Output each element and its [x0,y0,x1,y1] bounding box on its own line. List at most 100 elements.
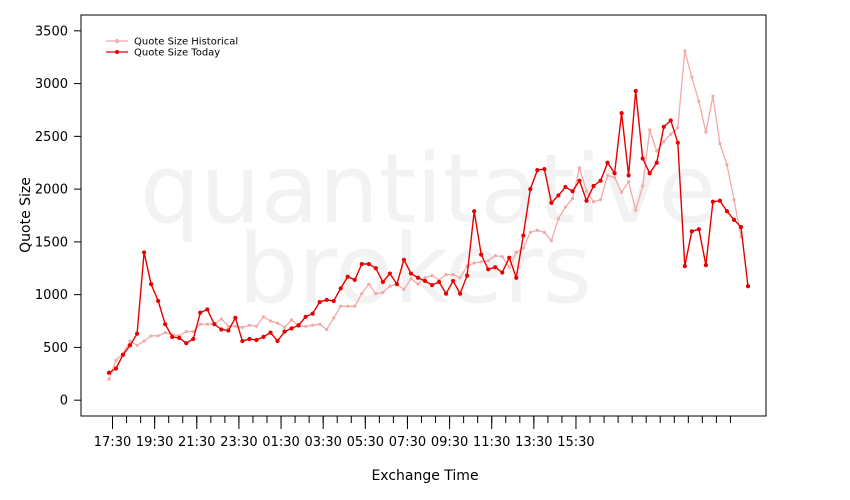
data-point [542,166,547,172]
data-point [697,99,701,104]
data-point [359,261,364,267]
data-point [556,193,561,198]
x-tick-label: 05:30 [347,435,384,450]
data-point [500,255,504,259]
data-point [619,111,624,116]
data-point [415,275,421,280]
data-point [303,314,308,319]
data-point [339,304,343,308]
data-point [591,200,596,204]
data-point [275,321,280,325]
data-point [458,291,463,296]
data-point [689,229,694,234]
data-point [346,304,350,308]
data-point [626,173,631,178]
data-point [725,163,729,167]
data-point [317,299,322,305]
data-point [598,198,603,202]
data-point [465,273,470,278]
data-point [338,286,343,291]
data-point [556,217,561,221]
data-point [282,329,287,334]
data-point [535,228,539,232]
x-tick-label: 07:30 [389,435,426,450]
data-point [296,323,301,328]
data-point [458,276,462,280]
data-point [318,322,322,326]
data-point [310,311,315,316]
data-point [345,274,350,279]
x-tick-label: 09:30 [431,435,468,450]
data-point [718,142,722,146]
data-point [507,265,511,269]
data-point [577,166,582,170]
x-tick-label: 23:30 [220,435,257,450]
data-point [669,132,673,136]
data-point [738,225,744,230]
data-point [128,339,132,343]
data-point [703,262,708,268]
data-point [233,315,238,320]
data-point [268,330,273,335]
data-point [479,260,483,264]
data-point [268,319,273,323]
x-tick-label: 19:30 [136,435,173,450]
data-point [682,264,687,269]
data-point [240,325,245,329]
data-point [212,322,217,327]
data-point [514,275,519,280]
data-point [261,334,266,339]
series-today [106,88,751,375]
data-point [127,343,133,348]
data-point [577,178,582,183]
data-point [367,282,371,286]
x-tick-label: 11:30 [473,435,510,450]
data-point [542,230,546,234]
data-point [641,184,645,188]
data-point [226,324,230,328]
y-tick-label: 3500 [35,24,68,39]
x-tick-label: 17:30 [94,435,131,450]
data-point [486,267,491,272]
data-point [219,327,224,332]
data-point [134,331,140,336]
data-point [332,316,336,320]
data-point [374,291,378,296]
data-point [107,377,111,381]
data-point [422,278,428,284]
y-tick-label: 1000 [35,288,68,303]
legend-swatch-point [115,50,119,54]
y-tick-label: 500 [43,341,68,356]
data-point [289,326,294,331]
data-point [311,323,315,327]
x-tick-label: 15:30 [557,435,594,450]
x-tick-label: 21:30 [178,435,215,450]
data-point [247,336,252,342]
x-tick-label: 03:30 [304,435,341,450]
data-point [535,168,540,173]
data-point [640,156,645,161]
data-point [521,246,525,250]
data-point [479,252,484,257]
data-point [472,209,477,214]
data-point [387,271,392,276]
data-point [423,276,427,280]
data-point [717,198,723,203]
data-point [177,335,182,341]
legend-swatch-point [115,39,119,43]
data-point [205,307,210,312]
y-tick-label: 3000 [35,77,68,92]
y-axis: 0 500 1000 1500 2000 2500 3000 3500 [35,24,81,409]
data-point [388,284,392,288]
data-point [113,366,119,371]
data-point [528,230,532,234]
data-point [366,261,371,267]
data-point [662,140,666,144]
data-point [240,338,245,344]
data-point [205,322,209,326]
data-point [648,128,652,132]
data-point [184,329,188,334]
data-point [443,291,449,296]
